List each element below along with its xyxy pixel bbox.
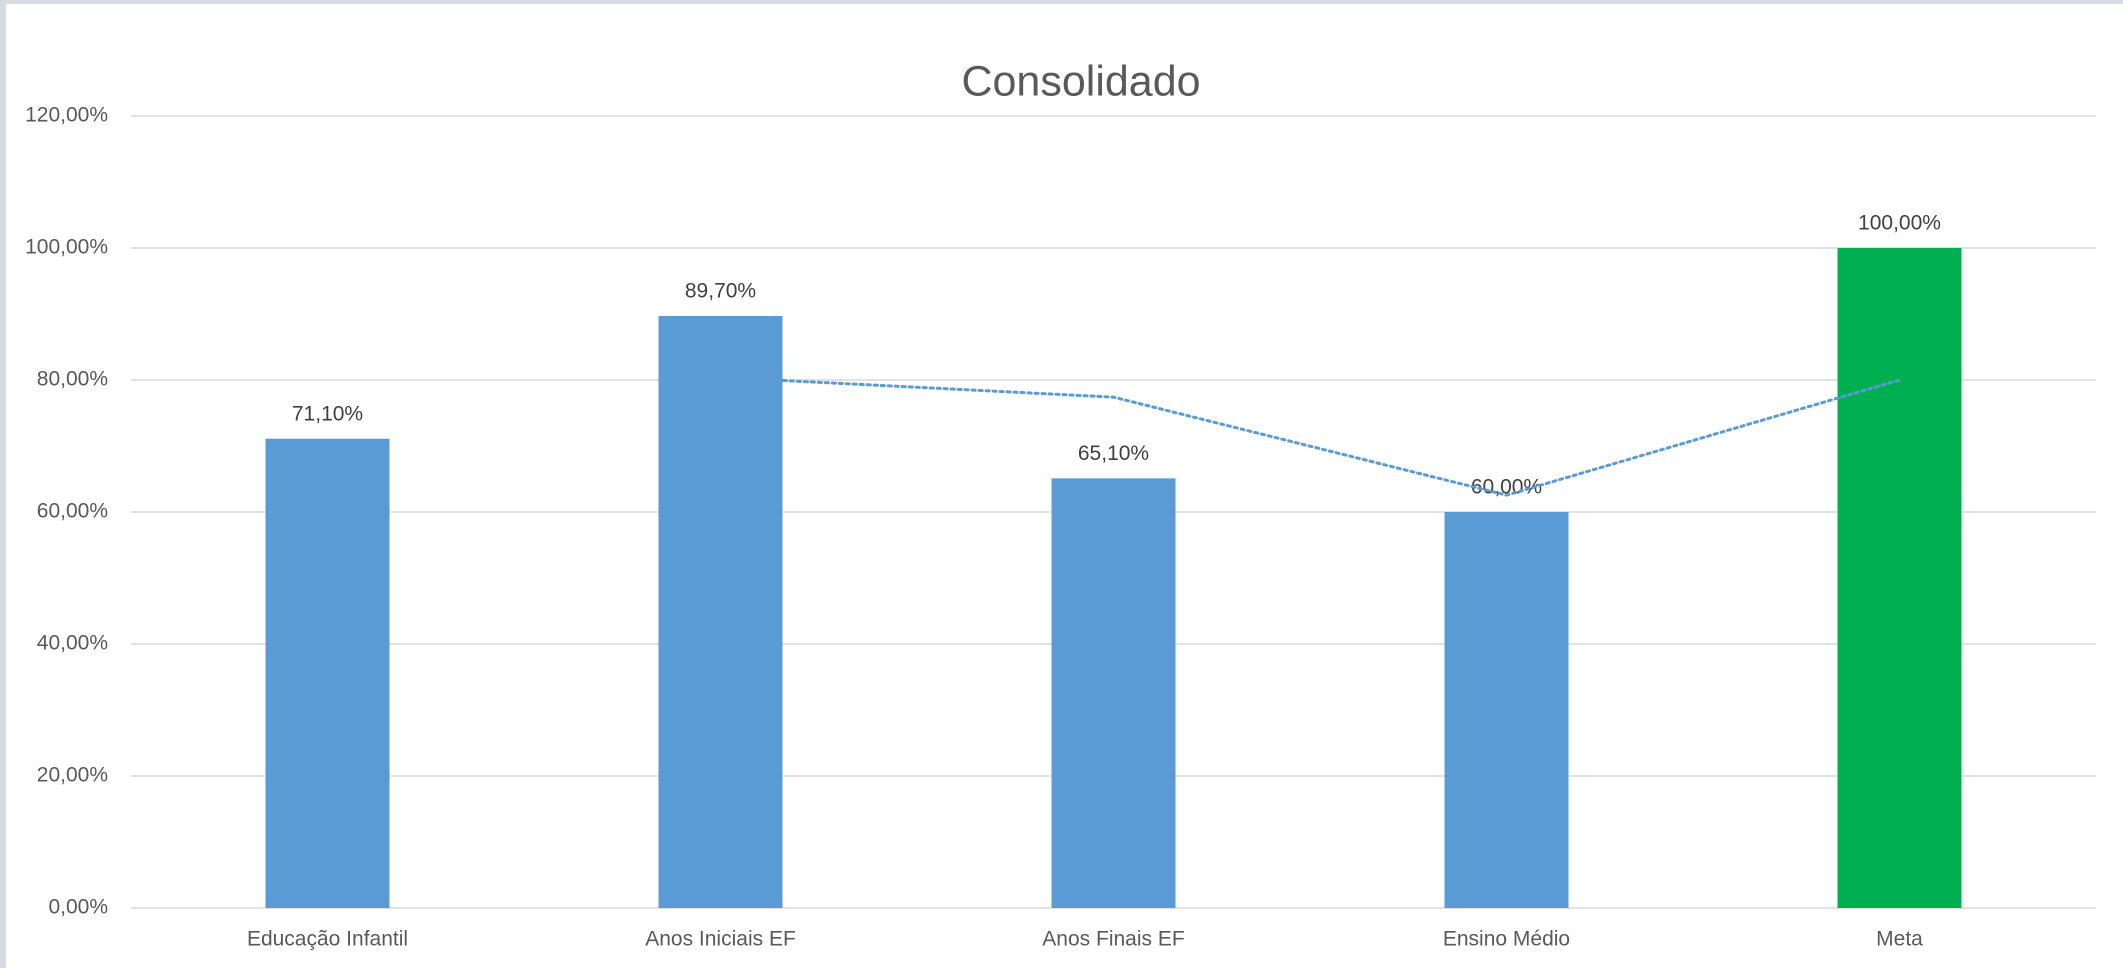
value-label: 71,10%: [292, 402, 363, 425]
value-label: 89,70%: [685, 280, 756, 303]
bar: [1051, 478, 1176, 908]
y-tick-label: 80,00%: [37, 368, 108, 391]
trend-line: [719, 375, 1901, 497]
y-tick-label: 40,00%: [37, 632, 108, 655]
x-tick-label: Meta: [1876, 928, 1923, 951]
y-tick-label: 100,00%: [25, 236, 108, 259]
y-tick-label: 20,00%: [37, 764, 108, 787]
value-label: 60,00%: [1471, 476, 1542, 499]
y-tick-label: 120,00%: [25, 104, 108, 127]
x-tick-label: Anos Finais EF: [1042, 928, 1184, 951]
bar: [1837, 248, 1962, 908]
y-tick-label: 60,00%: [37, 500, 108, 523]
value-label: 100,00%: [1858, 212, 1941, 235]
x-tick-label: Ensino Médio: [1443, 928, 1570, 951]
chart-title: Consolidado: [961, 57, 1200, 105]
x-tick-label: Anos Iniciais EF: [645, 928, 796, 951]
bar: [265, 438, 390, 908]
value-label: 65,10%: [1078, 442, 1149, 465]
bar: [658, 315, 783, 909]
y-tick-label: 0,00%: [48, 896, 108, 919]
x-tick-label: Educação Infantil: [247, 928, 408, 951]
bar: [1444, 512, 1569, 908]
